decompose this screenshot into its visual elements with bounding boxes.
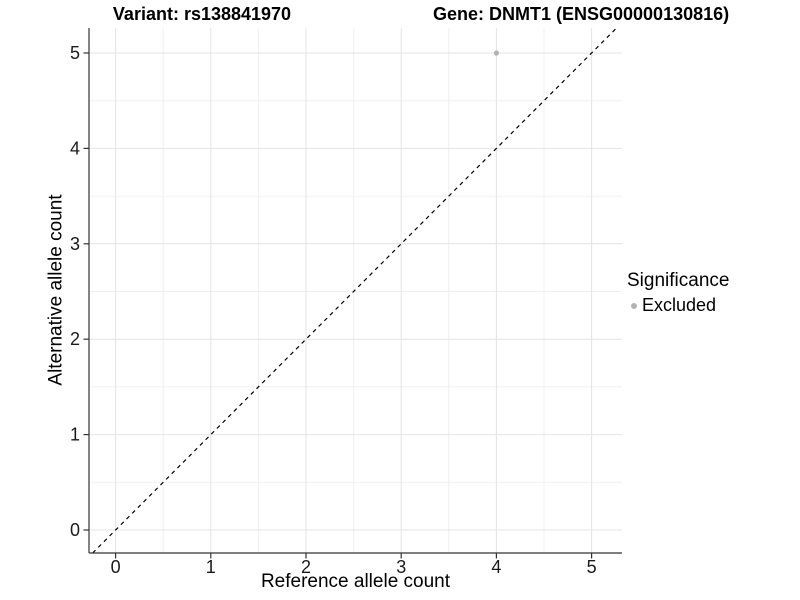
y-tick-label: 0: [70, 520, 80, 540]
identity-dashed-line: [92, 27, 617, 554]
y-tick-label: 2: [70, 329, 80, 349]
legend-title: Significance: [627, 270, 730, 291]
excluded-point-swatch: [631, 302, 637, 309]
y-tick-label: 4: [70, 138, 80, 158]
y-tick-label: 5: [70, 43, 80, 63]
x-axis-title: Reference allele count: [260, 571, 451, 592]
y-tick-label: 3: [70, 234, 80, 254]
legend-item-excluded: Excluded: [627, 295, 729, 316]
data-point: [493, 50, 499, 56]
x-tick-label: 2: [301, 557, 311, 577]
x-tick-label: 1: [206, 557, 216, 577]
x-tick-label: 0: [111, 557, 121, 577]
legend-key: [627, 297, 641, 315]
y-axis-title: Alternative allele count: [45, 194, 67, 386]
x-tick-label: 5: [587, 557, 597, 577]
x-tick-label: 4: [491, 557, 501, 577]
y-tick-label: 1: [70, 425, 80, 445]
legend: Significance Excluded: [627, 270, 729, 316]
x-tick-label: 3: [396, 557, 406, 577]
legend-item-label: Excluded: [642, 295, 717, 315]
plot-title-variant: Variant: rs138841970: [112, 4, 292, 24]
plot-title-gene: Gene: DNMT1 (ENSG00000130816): [433, 4, 730, 24]
